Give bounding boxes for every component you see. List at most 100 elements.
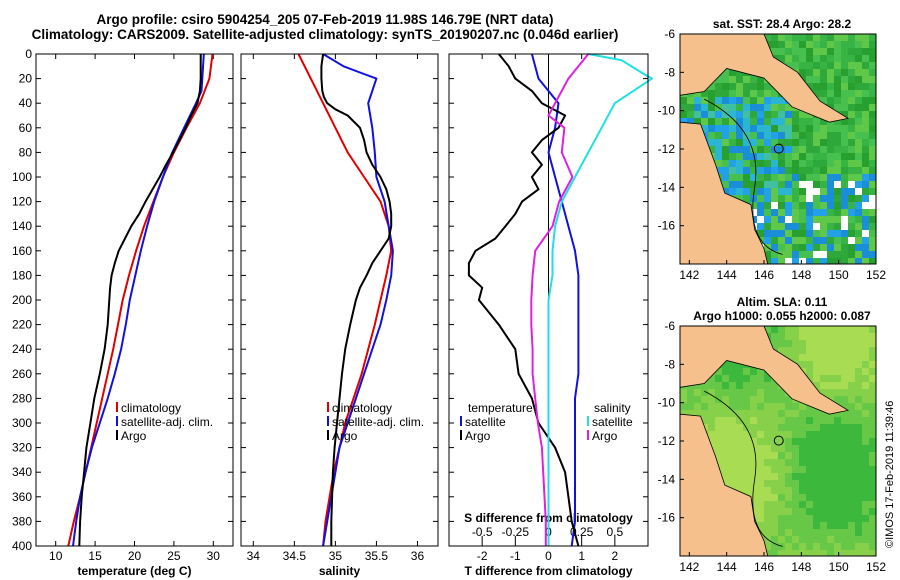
sst_map-cell (785, 153, 792, 160)
sst_map-cell (715, 111, 722, 118)
temperature-legend-2: Argo (121, 429, 147, 443)
sst_map-cell (792, 118, 799, 125)
sla_map-cell (841, 445, 848, 452)
sst_map-cell (778, 174, 785, 181)
sst_map-cell (806, 216, 813, 223)
sst_map-cell (834, 34, 841, 41)
sst_map-cell (764, 209, 771, 216)
sst_map-cell (834, 258, 841, 264)
depth-tick-label: 240 (12, 342, 32, 356)
sla_map-cell (820, 501, 827, 508)
sla_map-cell (806, 515, 813, 522)
sst_map-cell (778, 48, 785, 55)
sla_map-cell (820, 445, 827, 452)
sla_map-cell (750, 480, 757, 487)
sla_map-cell (799, 515, 806, 522)
sla_map-cell (764, 445, 771, 452)
sst_map-cell (827, 167, 834, 174)
sla_map-cell (848, 501, 855, 508)
sst_map-cell (785, 125, 792, 132)
sst_map-cell (771, 223, 778, 230)
sla_map-cell (792, 529, 799, 536)
sst_map-frame (679, 33, 877, 265)
sla_map-cell (827, 473, 834, 480)
sla_map-cell (841, 543, 848, 550)
sst_map-cell (771, 125, 778, 132)
sla_map-cell (750, 466, 757, 473)
sla_map-cell (736, 375, 743, 382)
sla_map-cell (729, 396, 736, 403)
sla_map-cell (855, 410, 862, 417)
sst_map-cell (820, 97, 827, 104)
sla_map-cell (764, 529, 771, 536)
sla_map-cell (855, 424, 862, 431)
sla_map-cell (771, 333, 778, 340)
sla_map-cell (764, 424, 771, 431)
sla_map-cell (848, 452, 855, 459)
sst_map-cell (869, 230, 876, 237)
sla_map-cell (680, 410, 687, 417)
sla_map-cell (778, 494, 785, 501)
sla_map-cell (848, 536, 855, 543)
sla_map-cell (771, 536, 778, 543)
sst_map-cell (827, 132, 834, 139)
sla_map-cell (771, 501, 778, 508)
sst_map-cell (855, 97, 862, 104)
sst_map-cell (792, 146, 799, 153)
sst_map-cell (771, 41, 778, 48)
sst_map-cell (806, 209, 813, 216)
sst_map-cell (729, 83, 736, 90)
sst_map-cell (785, 104, 792, 111)
sst_map-cell (736, 146, 743, 153)
sst_map-cell (869, 132, 876, 139)
sla_map-xtick-label: 150 (829, 560, 849, 574)
sst_map-cell (827, 230, 834, 237)
sla_map-cell (736, 431, 743, 438)
sla_map-cell (708, 431, 715, 438)
sla_map-cell (806, 452, 813, 459)
sst_map-cell (785, 146, 792, 153)
sst_map-cell (806, 125, 813, 132)
sst_map-cell (757, 118, 764, 125)
sla_map-cell (869, 473, 876, 480)
sla_map-cell (778, 501, 785, 508)
sst_map-cell (729, 69, 736, 76)
sla_map-cell (792, 438, 799, 445)
sst_map-cell (869, 118, 876, 125)
sla_map-cell (729, 382, 736, 389)
sst_map-cell (841, 230, 848, 237)
sst_map-cell (862, 118, 869, 125)
sla_map-cell (792, 473, 799, 480)
sst_map-cell (855, 237, 862, 244)
sla_map-cell (827, 508, 834, 515)
sst_map-cell (715, 76, 722, 83)
sst_map-cell (799, 69, 806, 76)
sst_map-cell (848, 48, 855, 55)
sla_map-cell (806, 410, 813, 417)
sst_map-cell (848, 90, 855, 97)
difference-legend-temperature-title: temperature (468, 401, 533, 415)
sla_map-cell (869, 452, 876, 459)
sst_map-cell (841, 41, 848, 48)
sla_map-cell (855, 501, 862, 508)
sst_map-cell (841, 55, 848, 62)
sst_map-cell (778, 237, 785, 244)
sla_map-cell (715, 459, 722, 466)
sla_map-cell (785, 438, 792, 445)
sla_map-cell (862, 445, 869, 452)
credit-text: ©IMOS 17-Feb-2019 11:39:46 (884, 400, 896, 548)
sla_map-cell (841, 326, 848, 333)
sst_map-cell (729, 160, 736, 167)
sst_map-cell (869, 69, 876, 76)
sst_map-cell (869, 258, 876, 264)
sla_map-cell (862, 543, 869, 550)
sst_map-cell (848, 55, 855, 62)
sst_map-cell (834, 153, 841, 160)
sst_map-cell (715, 118, 722, 125)
sst_map-cell (799, 209, 806, 216)
difference-xtick-label: 2 (611, 549, 618, 563)
sla_map-cell (869, 466, 876, 473)
sst_map-cell (680, 118, 687, 125)
sst_map-cell (806, 153, 813, 160)
sla_map-cell (736, 417, 743, 424)
